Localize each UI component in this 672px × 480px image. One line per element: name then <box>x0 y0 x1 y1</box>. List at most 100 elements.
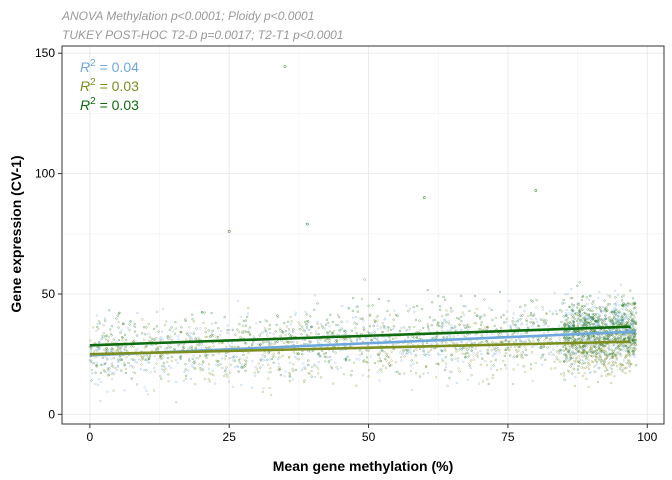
scatter-point <box>167 346 171 349</box>
scatter-point <box>204 331 207 334</box>
scatter-point <box>289 361 292 364</box>
scatter-point <box>159 345 162 348</box>
scatter-point <box>469 340 472 343</box>
scatter-point <box>323 355 326 358</box>
scatter-point <box>612 316 616 319</box>
scatter-point <box>386 326 390 329</box>
scatter-point <box>603 338 606 341</box>
scatter-point <box>340 366 343 369</box>
scatter-point <box>440 314 444 318</box>
scatter-point <box>207 367 211 370</box>
scatter-point <box>479 363 483 366</box>
x-tick-label-4: 100 <box>637 430 657 444</box>
scatter-point <box>97 327 100 331</box>
scatter-point <box>625 354 628 358</box>
scatter-point <box>555 331 558 334</box>
scatter-point <box>607 363 610 366</box>
scatter-point <box>91 361 94 365</box>
scatter-point <box>624 306 628 309</box>
scatter-point <box>197 356 200 360</box>
scatter-point <box>295 357 298 360</box>
scatter-point <box>520 323 523 326</box>
scatter-point <box>279 327 282 330</box>
scatter-point <box>454 325 457 328</box>
scatter-point <box>124 371 128 375</box>
scatter-point <box>388 355 391 359</box>
scatter-point <box>426 325 430 328</box>
scatter-point <box>309 315 312 318</box>
scatter-point <box>166 337 170 340</box>
scatter-point <box>145 326 148 329</box>
scatter-point <box>261 390 264 394</box>
scatter-point <box>628 302 631 306</box>
scatter-point <box>106 367 109 370</box>
scatter-point <box>581 324 585 327</box>
scatter-point <box>608 319 611 322</box>
scatter-point <box>633 355 636 358</box>
scatter-point <box>268 386 271 390</box>
scatter-point <box>624 333 628 336</box>
scatter-point <box>440 326 444 329</box>
scatter-point <box>604 317 607 321</box>
scatter-point <box>191 363 194 367</box>
scatter-point <box>411 335 414 338</box>
scatter-point <box>483 314 486 317</box>
scatter-point <box>110 334 113 337</box>
scatter-point <box>605 309 609 312</box>
scatter-point <box>452 341 455 345</box>
scatter-point <box>468 362 471 365</box>
scatter-point <box>567 359 571 362</box>
scatter-point <box>170 355 173 359</box>
scatter-point <box>300 333 303 336</box>
scatter-point <box>313 364 317 367</box>
scatter-point <box>185 338 188 341</box>
scatter-point <box>288 371 291 374</box>
scatter-point <box>384 338 387 342</box>
scatter-point <box>351 340 354 343</box>
scatter-point <box>505 348 508 352</box>
scatter-point <box>529 367 533 370</box>
scatter-point <box>521 314 524 317</box>
scatter-point <box>269 367 272 370</box>
scatter-point <box>116 364 120 367</box>
scatter-point <box>270 357 274 361</box>
scatter-point <box>354 315 357 319</box>
scatter-point <box>370 331 374 334</box>
scatter-point <box>567 345 570 348</box>
x-tick-label-0: 0 <box>87 430 94 444</box>
scatter-point <box>344 332 347 335</box>
scatter-point <box>588 349 591 352</box>
scatter-point <box>252 335 255 338</box>
scatter-point <box>378 357 382 360</box>
scatter-point <box>199 368 202 372</box>
scatter-point <box>101 334 104 337</box>
scatter-point <box>607 349 611 352</box>
scatter-point <box>383 317 387 320</box>
scatter-point <box>628 346 632 349</box>
scatter-point <box>398 372 401 376</box>
scatter-point <box>251 360 254 363</box>
scatter-point <box>296 352 300 355</box>
scatter-point <box>217 327 220 330</box>
scatter-point <box>161 307 165 311</box>
scatter-point <box>130 376 133 380</box>
scatter-point <box>244 342 248 345</box>
scatter-point <box>132 345 136 348</box>
scatter-point <box>234 333 237 336</box>
scatter-point <box>124 348 127 352</box>
scatter-point <box>599 349 602 352</box>
scatter-point <box>173 347 176 351</box>
scatter-point <box>445 336 449 339</box>
scatter-point <box>104 319 107 322</box>
scatter-point <box>603 299 606 302</box>
scatter-point <box>194 347 198 350</box>
scatter-point <box>239 336 242 339</box>
scatter-point <box>620 307 623 311</box>
scatter-point <box>573 384 577 388</box>
scatter-point <box>624 371 627 375</box>
scatter-point <box>305 322 308 326</box>
scatter-point <box>109 328 112 331</box>
scatter-point <box>600 362 604 365</box>
scatter-point <box>493 347 497 351</box>
scatter-point <box>578 358 581 361</box>
